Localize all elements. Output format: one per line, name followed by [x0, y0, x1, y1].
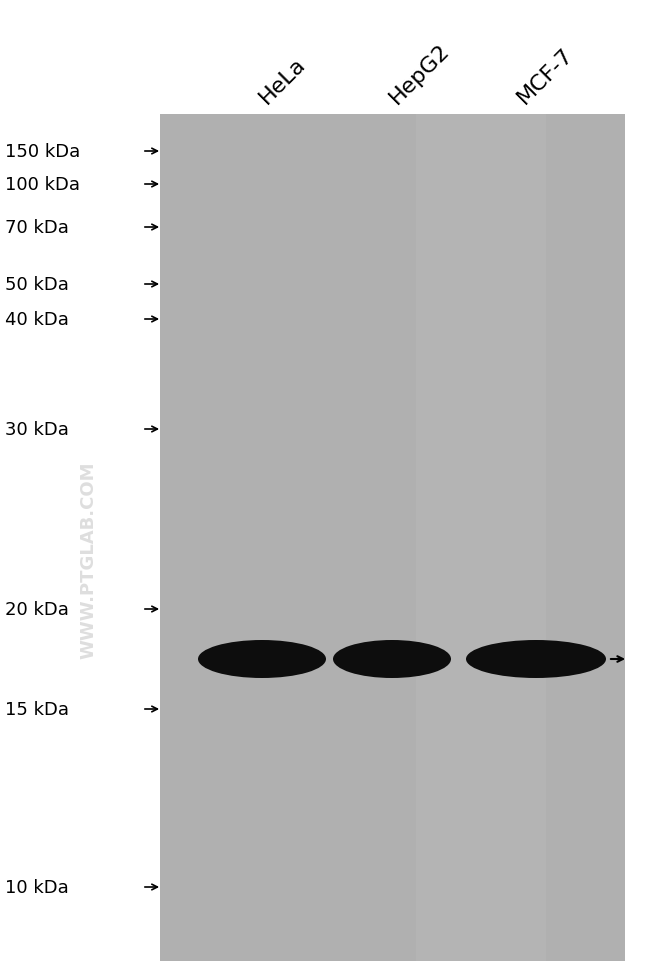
- Text: 40 kDa: 40 kDa: [5, 311, 69, 328]
- Text: HeLa: HeLa: [256, 54, 310, 107]
- Text: WWW.PTGLAB.COM: WWW.PTGLAB.COM: [79, 461, 97, 658]
- Ellipse shape: [466, 640, 606, 678]
- Ellipse shape: [333, 640, 451, 678]
- Text: HepG2: HepG2: [386, 40, 454, 107]
- Text: 100 kDa: 100 kDa: [5, 176, 80, 193]
- Text: 30 kDa: 30 kDa: [5, 420, 69, 439]
- Text: MCF-7: MCF-7: [514, 45, 577, 107]
- Ellipse shape: [198, 640, 326, 678]
- Text: 20 kDa: 20 kDa: [5, 601, 69, 618]
- Text: 15 kDa: 15 kDa: [5, 701, 69, 718]
- Bar: [160, 115, 625, 961]
- Text: 150 kDa: 150 kDa: [5, 143, 80, 161]
- Text: 50 kDa: 50 kDa: [5, 276, 69, 294]
- Text: 10 kDa: 10 kDa: [5, 878, 69, 896]
- Bar: [416, 115, 546, 961]
- Text: 70 kDa: 70 kDa: [5, 219, 69, 236]
